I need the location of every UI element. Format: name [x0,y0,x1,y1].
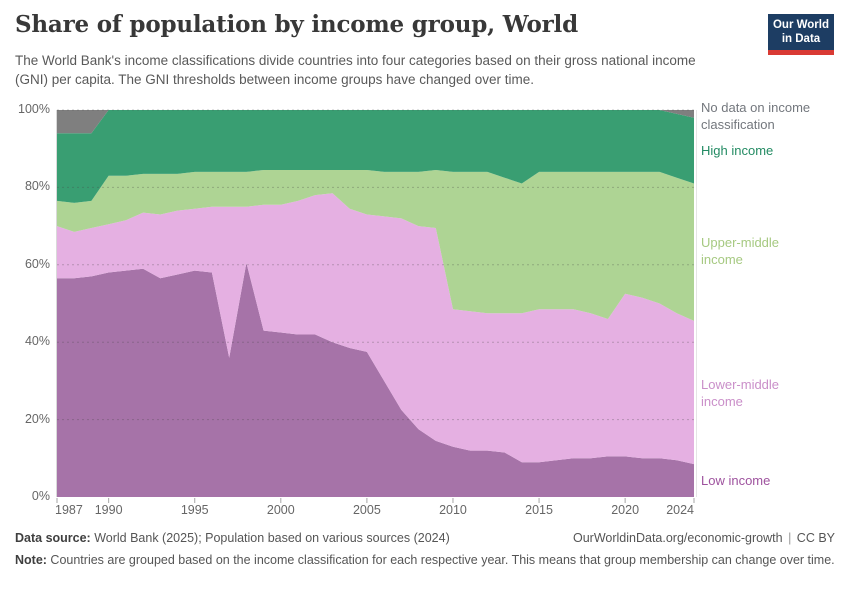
legend-label-lower-middle-income: Lower-middle income [701,377,780,409]
note-label: Note: [15,553,47,567]
area-high-income [57,110,694,203]
legend-label-low-income: Low income [701,473,771,488]
license-label: CC BY [796,531,835,545]
owid-logo-line1: Our World [772,19,829,31]
area-lower-middle-income [57,193,694,465]
area-low-income [57,262,694,497]
x-tick-label-2024: 2024 [666,503,694,517]
legend-label-high-income: High income [701,143,774,158]
chart-title: Share of population by income group, Wor… [15,11,578,38]
legend-label-no-data: No data on income classification [701,100,811,132]
x-tick-label-1995: 1995 [180,503,209,517]
x-tick-label-2015: 2015 [525,503,553,517]
x-tick-label-2010: 2010 [439,503,467,517]
attribution-separator: | [788,531,792,545]
attribution-line: OurWorldinData.org/economic-growth | CC … [573,531,835,545]
footer-note: Note: Countries are grouped based on the… [15,551,835,569]
chart-footer: Data source: World Bank (2025); Populati… [15,531,835,569]
x-tick-label-2020: 2020 [611,503,640,517]
x-tick-label-1987: 1987 [55,503,83,517]
data-source-line: Data source: World Bank (2025); Populati… [15,531,450,545]
y-tick-label-60: 60% [24,256,50,271]
x-tick-label-2000: 2000 [266,503,295,517]
x-tick-label-1990: 1990 [94,503,123,517]
y-tick-label-80: 80% [24,179,50,194]
legend-label-upper-middle-income: Upper-middle income [701,235,780,267]
y-tick-label-40: 40% [24,334,50,349]
y-tick-label-0: 0% [31,489,50,503]
owid-logo-line2: in Data [781,33,821,46]
owid-logo[interactable]: Our World in Data [768,14,834,55]
y-tick-label-100: 100% [18,102,50,116]
note-text: Countries are grouped based on the incom… [46,553,835,567]
chart-subtitle: The World Bank's income classifications … [15,53,696,88]
owid-url-link[interactable]: OurWorldinData.org/economic-growth [573,531,783,545]
data-source-label: Data source: [15,531,91,545]
y-tick-label-20: 20% [24,411,50,426]
data-source-text: World Bank (2025); Population based on v… [90,531,450,545]
area-upper-middle-income [57,170,694,321]
x-tick-label-2005: 2005 [352,503,381,517]
